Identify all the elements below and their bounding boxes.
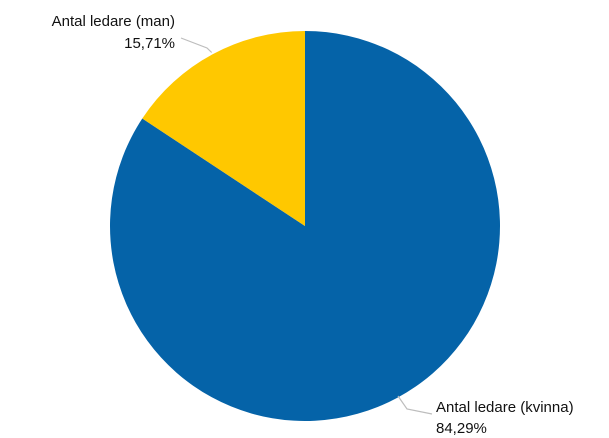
label-kvinna-name: Antal ledare (kvinna): [436, 399, 574, 416]
leader-line-man: [180, 37, 213, 53]
label-man: Antal ledare (man) 15,71%: [52, 13, 175, 52]
label-man-value: 15,71%: [124, 35, 175, 52]
pie-slice-man: [142, 31, 305, 226]
leader-line-kvinna: [397, 395, 433, 415]
label-kvinna-value: 84,29%: [436, 420, 487, 437]
pie-slices: [110, 30, 501, 421]
pie-slice-kvinna: [110, 30, 501, 421]
label-man-name: Antal ledare (man): [52, 13, 175, 30]
label-kvinna: Antal ledare (kvinna) 84,29%: [436, 399, 574, 437]
leader-lines: [180, 37, 433, 415]
